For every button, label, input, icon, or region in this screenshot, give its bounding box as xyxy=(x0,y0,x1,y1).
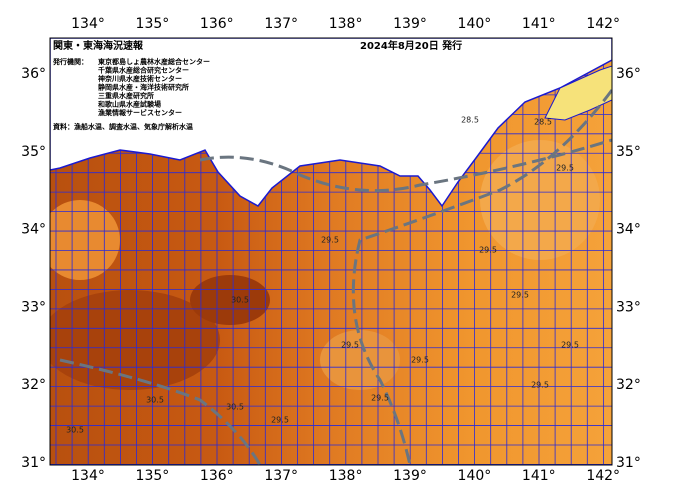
warm-patch xyxy=(50,290,220,390)
current-line xyxy=(59,358,262,465)
contour-label: 28.5 xyxy=(534,118,552,127)
lon-label: 137° xyxy=(264,468,298,484)
issuer: 神奈川県水産技術センター xyxy=(98,74,182,83)
land-shade xyxy=(544,65,612,121)
lon-label: 138° xyxy=(329,468,363,484)
lat-label: 31° xyxy=(616,455,641,471)
source: 資料：漁船水温、調査水温、気象庁解析水温 xyxy=(53,122,193,131)
contour-label: 29.5 xyxy=(479,246,497,255)
lon-label: 137° xyxy=(264,16,298,32)
lon-label: 142° xyxy=(586,16,620,32)
contour-label: 30.5 xyxy=(231,296,249,305)
contour-label: 29.5 xyxy=(371,394,389,403)
lat-label: 33° xyxy=(21,299,46,315)
contour-label: 29.5 xyxy=(321,236,339,245)
issuer: 千葉県水産総合研究センター xyxy=(98,66,189,75)
cool-patch xyxy=(320,330,400,390)
contour-label: 29.5 xyxy=(556,164,574,173)
issuer: 東京都島しょ農林水産総合センター xyxy=(98,57,210,66)
title: 関東・東海海況速報 xyxy=(53,39,144,52)
contour-label: 29.5 xyxy=(531,381,549,390)
lon-label: 136° xyxy=(200,468,234,484)
issuer: 三重県水産研究所 xyxy=(98,91,154,100)
land xyxy=(50,38,612,208)
lon-label: 138° xyxy=(329,16,363,32)
lat-label: 36° xyxy=(616,66,641,82)
issuer-label: 発行機関： xyxy=(52,57,88,66)
lat-label: 32° xyxy=(616,377,641,393)
issuer: 漁業情報サービスセンター xyxy=(98,108,182,117)
axes: 134° 134° 135° 135° 136° 136° 137° 137° 138° 138°… xyxy=(21,16,641,484)
contour-label: 29.5 xyxy=(341,341,359,350)
lat-label: 36° xyxy=(21,66,46,82)
lon-label: 135° xyxy=(136,16,170,32)
contour-label: 30.5 xyxy=(226,403,244,412)
contour-labels: 28.5 29.5 29.5 29.5 30.5 29.5 29.5 29.5 30.5 30.5… xyxy=(66,116,579,435)
date: 2024年8月20日 発行 xyxy=(360,39,462,52)
contour-label: 28.5 xyxy=(461,116,479,125)
frame xyxy=(49,37,613,466)
lon-label: 140° xyxy=(458,468,492,484)
current-line xyxy=(199,138,612,193)
lat-label: 31° xyxy=(21,455,46,471)
current-line xyxy=(351,89,612,465)
lon-label: 134° xyxy=(71,468,105,484)
lon-label: 135° xyxy=(136,468,170,484)
contour-label: 29.5 xyxy=(561,341,579,350)
contour-label: 29.5 xyxy=(271,416,289,425)
contour-label: 30.5 xyxy=(146,396,164,405)
lat-label: 35° xyxy=(616,144,641,160)
issuer-list: 東京都島しょ農林水産総合センター千葉県水産総合研究センター神奈川県水産技術センタ… xyxy=(97,57,210,117)
contour-label: 29.5 xyxy=(411,356,429,365)
lon-label: 139° xyxy=(393,468,427,484)
lat-label: 35° xyxy=(21,144,46,160)
lon-label: 136° xyxy=(200,16,234,32)
cool-patch xyxy=(50,200,120,280)
map-area: 28.5 29.5 29.5 29.5 30.5 29.5 29.5 29.5 30.5 30.5… xyxy=(50,38,612,465)
lon-label: 141° xyxy=(522,16,556,32)
issuer: 和歌山県水産試験場 xyxy=(97,100,161,109)
lat-label: 33° xyxy=(616,299,641,315)
contour-label: 30.5 xyxy=(66,426,84,435)
contour-label: 29.5 xyxy=(511,291,529,300)
warm-patch xyxy=(190,275,270,325)
lon-label: 139° xyxy=(393,16,427,32)
lat-label: 32° xyxy=(21,377,46,393)
cool-patch xyxy=(480,140,600,260)
lon-label: 140° xyxy=(458,16,492,32)
lon-label: 141° xyxy=(522,468,556,484)
issuer: 静岡県水産・海洋技術研究所 xyxy=(98,83,189,92)
lon-label: 142° xyxy=(586,468,620,484)
lon-label: 134° xyxy=(71,16,105,32)
lat-label: 34° xyxy=(21,222,46,238)
lat-label: 34° xyxy=(616,222,641,238)
